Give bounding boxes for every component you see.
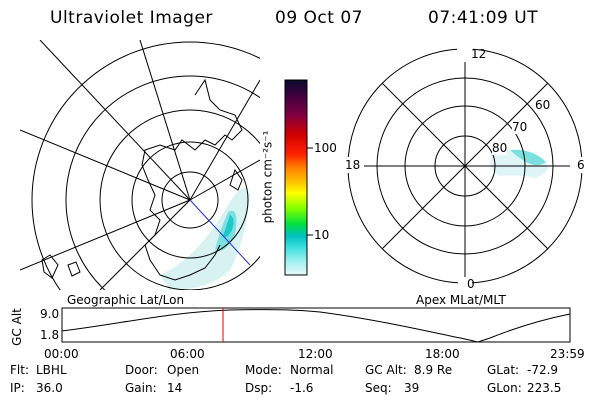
mlat-label-80: 80 — [492, 141, 508, 155]
alt-ytick-9: 9.0 — [40, 307, 60, 321]
alt-ytick-1-8: 1.8 — [40, 328, 60, 342]
alt-xtick-1800: 18:00 — [425, 347, 460, 361]
date-label: 09 Oct 07 — [275, 8, 363, 28]
colorbar-tick-100: 100 — [314, 141, 337, 155]
dsp-value: -1.6 — [290, 381, 314, 395]
mlt-label-12: 12 — [471, 47, 487, 61]
alt-xtick-0000: 00:00 — [44, 347, 79, 361]
seq-label: Seq: — [365, 381, 392, 395]
door-label: Door: — [125, 363, 158, 377]
ip-label: IP: — [10, 381, 25, 395]
mlt-label-0: 0 — [467, 277, 475, 291]
mlt-label-6: 6 — [577, 158, 585, 172]
instrument-title: Ultraviolet Imager — [50, 8, 213, 28]
mode-value: Normal — [290, 363, 334, 377]
apex-label: Apex MLat/MLT — [416, 293, 506, 307]
gain-value: 14 — [167, 381, 183, 395]
flt-label: Flt: — [10, 363, 29, 377]
gain-label: Gain: — [125, 381, 157, 395]
altitude-plot — [61, 307, 571, 343]
door-value: Open — [167, 363, 200, 377]
mlt-label-18: 18 — [345, 158, 361, 172]
mlat-label-60: 60 — [535, 98, 551, 112]
glon-label: GLon: — [487, 381, 522, 395]
flt-value: LBHL — [36, 363, 67, 377]
colorbar-unit-label: photon cm⁻²s⁻¹ — [260, 130, 275, 224]
glat-value: -72.9 — [527, 363, 559, 377]
ip-value: 36.0 — [36, 381, 63, 395]
alt-xtick-2359: 23:59 — [550, 347, 585, 361]
mlat-label-70: 70 — [512, 120, 528, 134]
alt-xtick-1200: 12:00 — [298, 347, 333, 361]
geographic-map — [20, 40, 260, 290]
alt-xtick-0600: 06:00 — [170, 347, 205, 361]
mlat-mlt-plot — [342, 48, 584, 291]
colorbar — [284, 79, 313, 276]
glat-label: GLat: — [487, 363, 520, 377]
gcalt-label: GC Alt: — [365, 363, 407, 377]
seq-value: 39 — [404, 381, 420, 395]
mode-label: Mode: — [245, 363, 282, 377]
time-label: 07:41:09 UT — [428, 8, 539, 28]
gcalt-value: 8.9 Re — [414, 363, 453, 377]
dsp-label: Dsp: — [245, 381, 273, 395]
geographic-label: Geographic Lat/Lon — [67, 293, 185, 307]
alt-ylabel: GC Alt — [9, 308, 24, 346]
glon-value: 223.5 — [527, 381, 562, 395]
colorbar-tick-10: 10 — [314, 228, 330, 242]
